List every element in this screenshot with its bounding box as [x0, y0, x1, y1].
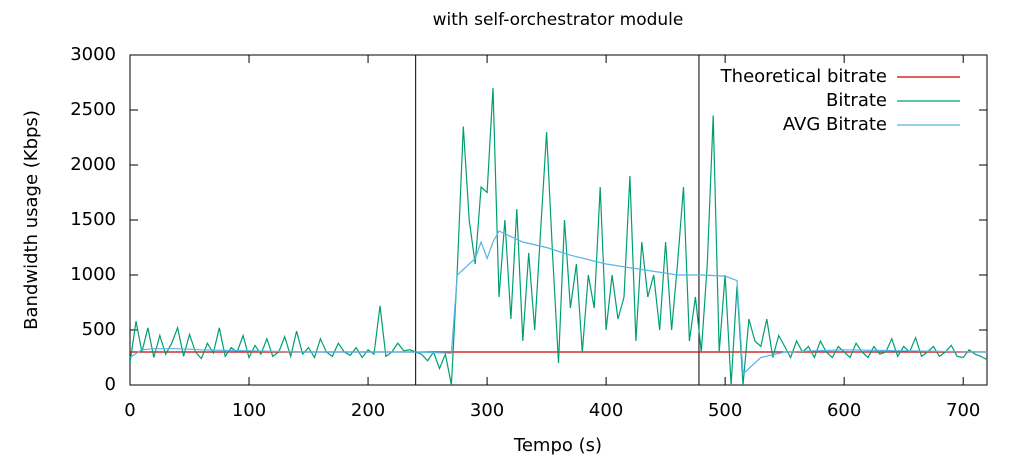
y-tick-label: 3000 [70, 44, 116, 65]
legend-label: Theoretical bitrate [720, 66, 887, 87]
y-tick-label: 1500 [70, 209, 116, 230]
x-tick-label: 400 [589, 400, 623, 421]
legend-label: AVG Bitrate [783, 114, 887, 135]
x-tick-label: 600 [827, 400, 861, 421]
y-tick-label: 500 [82, 319, 116, 340]
series-line [130, 87, 987, 385]
x-axis-label: Tempo (s) [513, 435, 602, 456]
x-tick-label: 700 [946, 400, 980, 421]
x-tick-label: 100 [232, 400, 266, 421]
y-tick-label: 2000 [70, 154, 116, 175]
series-line [130, 230, 987, 376]
y-tick-label: 2500 [70, 99, 116, 120]
legend-label: Bitrate [826, 90, 887, 111]
x-tick-label: 300 [470, 400, 504, 421]
x-tick-label: 200 [351, 400, 385, 421]
y-tick-label: 1000 [70, 264, 116, 285]
chart-title: with self-orchestrator module [433, 10, 684, 30]
x-tick-label: 500 [708, 400, 742, 421]
y-axis-label: Bandwidth usage (Kbps) [21, 110, 42, 330]
y-tick-label: 0 [105, 374, 116, 395]
x-tick-label: 0 [124, 400, 135, 421]
